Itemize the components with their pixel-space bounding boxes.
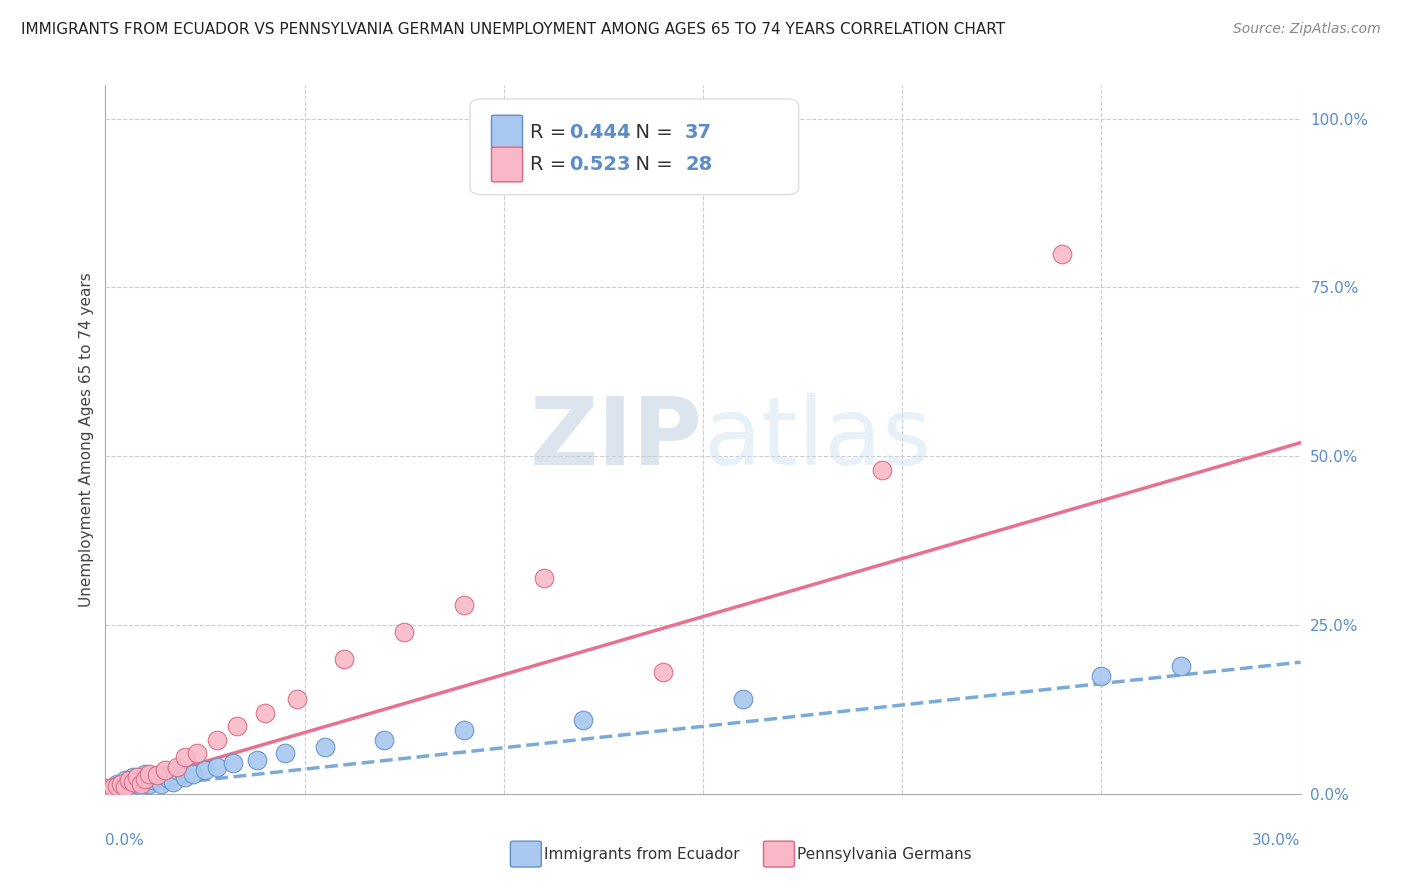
Point — [194, 764, 217, 778]
Point — [181, 766, 204, 780]
Text: R =: R = — [530, 155, 572, 174]
Text: N =: N = — [623, 123, 679, 142]
Point — [174, 749, 197, 764]
Point — [129, 779, 153, 793]
Text: 0.0%: 0.0% — [105, 833, 145, 848]
Point — [122, 774, 145, 789]
Point — [114, 779, 136, 793]
Point — [533, 571, 555, 585]
Point — [453, 598, 475, 612]
Point — [107, 777, 129, 791]
Point — [134, 772, 156, 786]
Point — [114, 780, 136, 794]
Point — [122, 780, 145, 794]
Point — [174, 770, 197, 784]
Text: 0.444: 0.444 — [569, 123, 631, 142]
Point — [110, 783, 132, 797]
Text: 37: 37 — [685, 123, 711, 142]
Text: R =: R = — [530, 123, 572, 142]
Point — [692, 112, 714, 126]
Point — [98, 783, 121, 797]
Point — [1170, 658, 1192, 673]
Point — [153, 768, 177, 782]
Point — [652, 665, 675, 680]
Text: Immigrants from Ecuador: Immigrants from Ecuador — [544, 847, 740, 862]
Point — [205, 732, 228, 747]
Point — [107, 780, 129, 794]
Point — [872, 463, 894, 477]
Point — [114, 773, 136, 788]
Point — [273, 747, 295, 761]
Point — [285, 692, 308, 706]
Point — [146, 770, 169, 784]
Point — [1050, 246, 1073, 260]
Point — [1090, 669, 1112, 683]
Point — [205, 760, 228, 774]
Point — [392, 624, 416, 639]
Point — [110, 777, 132, 791]
Y-axis label: Unemployment Among Ages 65 to 74 years: Unemployment Among Ages 65 to 74 years — [79, 272, 94, 607]
Point — [98, 781, 121, 796]
Point — [138, 777, 160, 791]
Point — [373, 732, 395, 747]
Point — [150, 777, 173, 791]
Point — [118, 773, 141, 788]
Point — [118, 781, 141, 796]
Point — [157, 772, 180, 786]
Point — [153, 764, 177, 778]
Point — [166, 760, 188, 774]
Point — [129, 777, 153, 791]
Point — [166, 764, 188, 778]
Point — [186, 747, 208, 761]
Point — [253, 706, 276, 720]
Point — [107, 779, 129, 793]
Text: 30.0%: 30.0% — [1253, 833, 1301, 848]
Text: atlas: atlas — [703, 393, 931, 485]
Point — [103, 780, 125, 794]
Point — [222, 756, 245, 771]
Text: 28: 28 — [685, 155, 713, 174]
FancyBboxPatch shape — [492, 147, 523, 182]
Point — [118, 774, 141, 789]
Point — [453, 723, 475, 737]
Text: Source: ZipAtlas.com: Source: ZipAtlas.com — [1233, 22, 1381, 37]
Point — [134, 774, 156, 789]
Text: ZIP: ZIP — [530, 393, 703, 485]
Point — [127, 777, 149, 791]
Point — [246, 753, 269, 767]
Point — [103, 781, 125, 796]
Point — [333, 652, 356, 666]
Point — [122, 770, 145, 784]
Point — [127, 770, 149, 784]
Point — [134, 766, 156, 780]
Point — [146, 768, 169, 782]
Point — [572, 713, 595, 727]
Point — [225, 719, 249, 733]
Text: IMMIGRANTS FROM ECUADOR VS PENNSYLVANIA GERMAN UNEMPLOYMENT AMONG AGES 65 TO 74 : IMMIGRANTS FROM ECUADOR VS PENNSYLVANIA … — [21, 22, 1005, 37]
Point — [314, 739, 336, 754]
Text: N =: N = — [623, 155, 679, 174]
Text: 0.523: 0.523 — [569, 155, 631, 174]
Point — [142, 773, 165, 788]
Text: Pennsylvania Germans: Pennsylvania Germans — [797, 847, 972, 862]
Point — [162, 774, 184, 789]
Point — [731, 692, 754, 706]
FancyBboxPatch shape — [470, 99, 799, 194]
FancyBboxPatch shape — [492, 115, 523, 150]
Point — [138, 766, 160, 780]
